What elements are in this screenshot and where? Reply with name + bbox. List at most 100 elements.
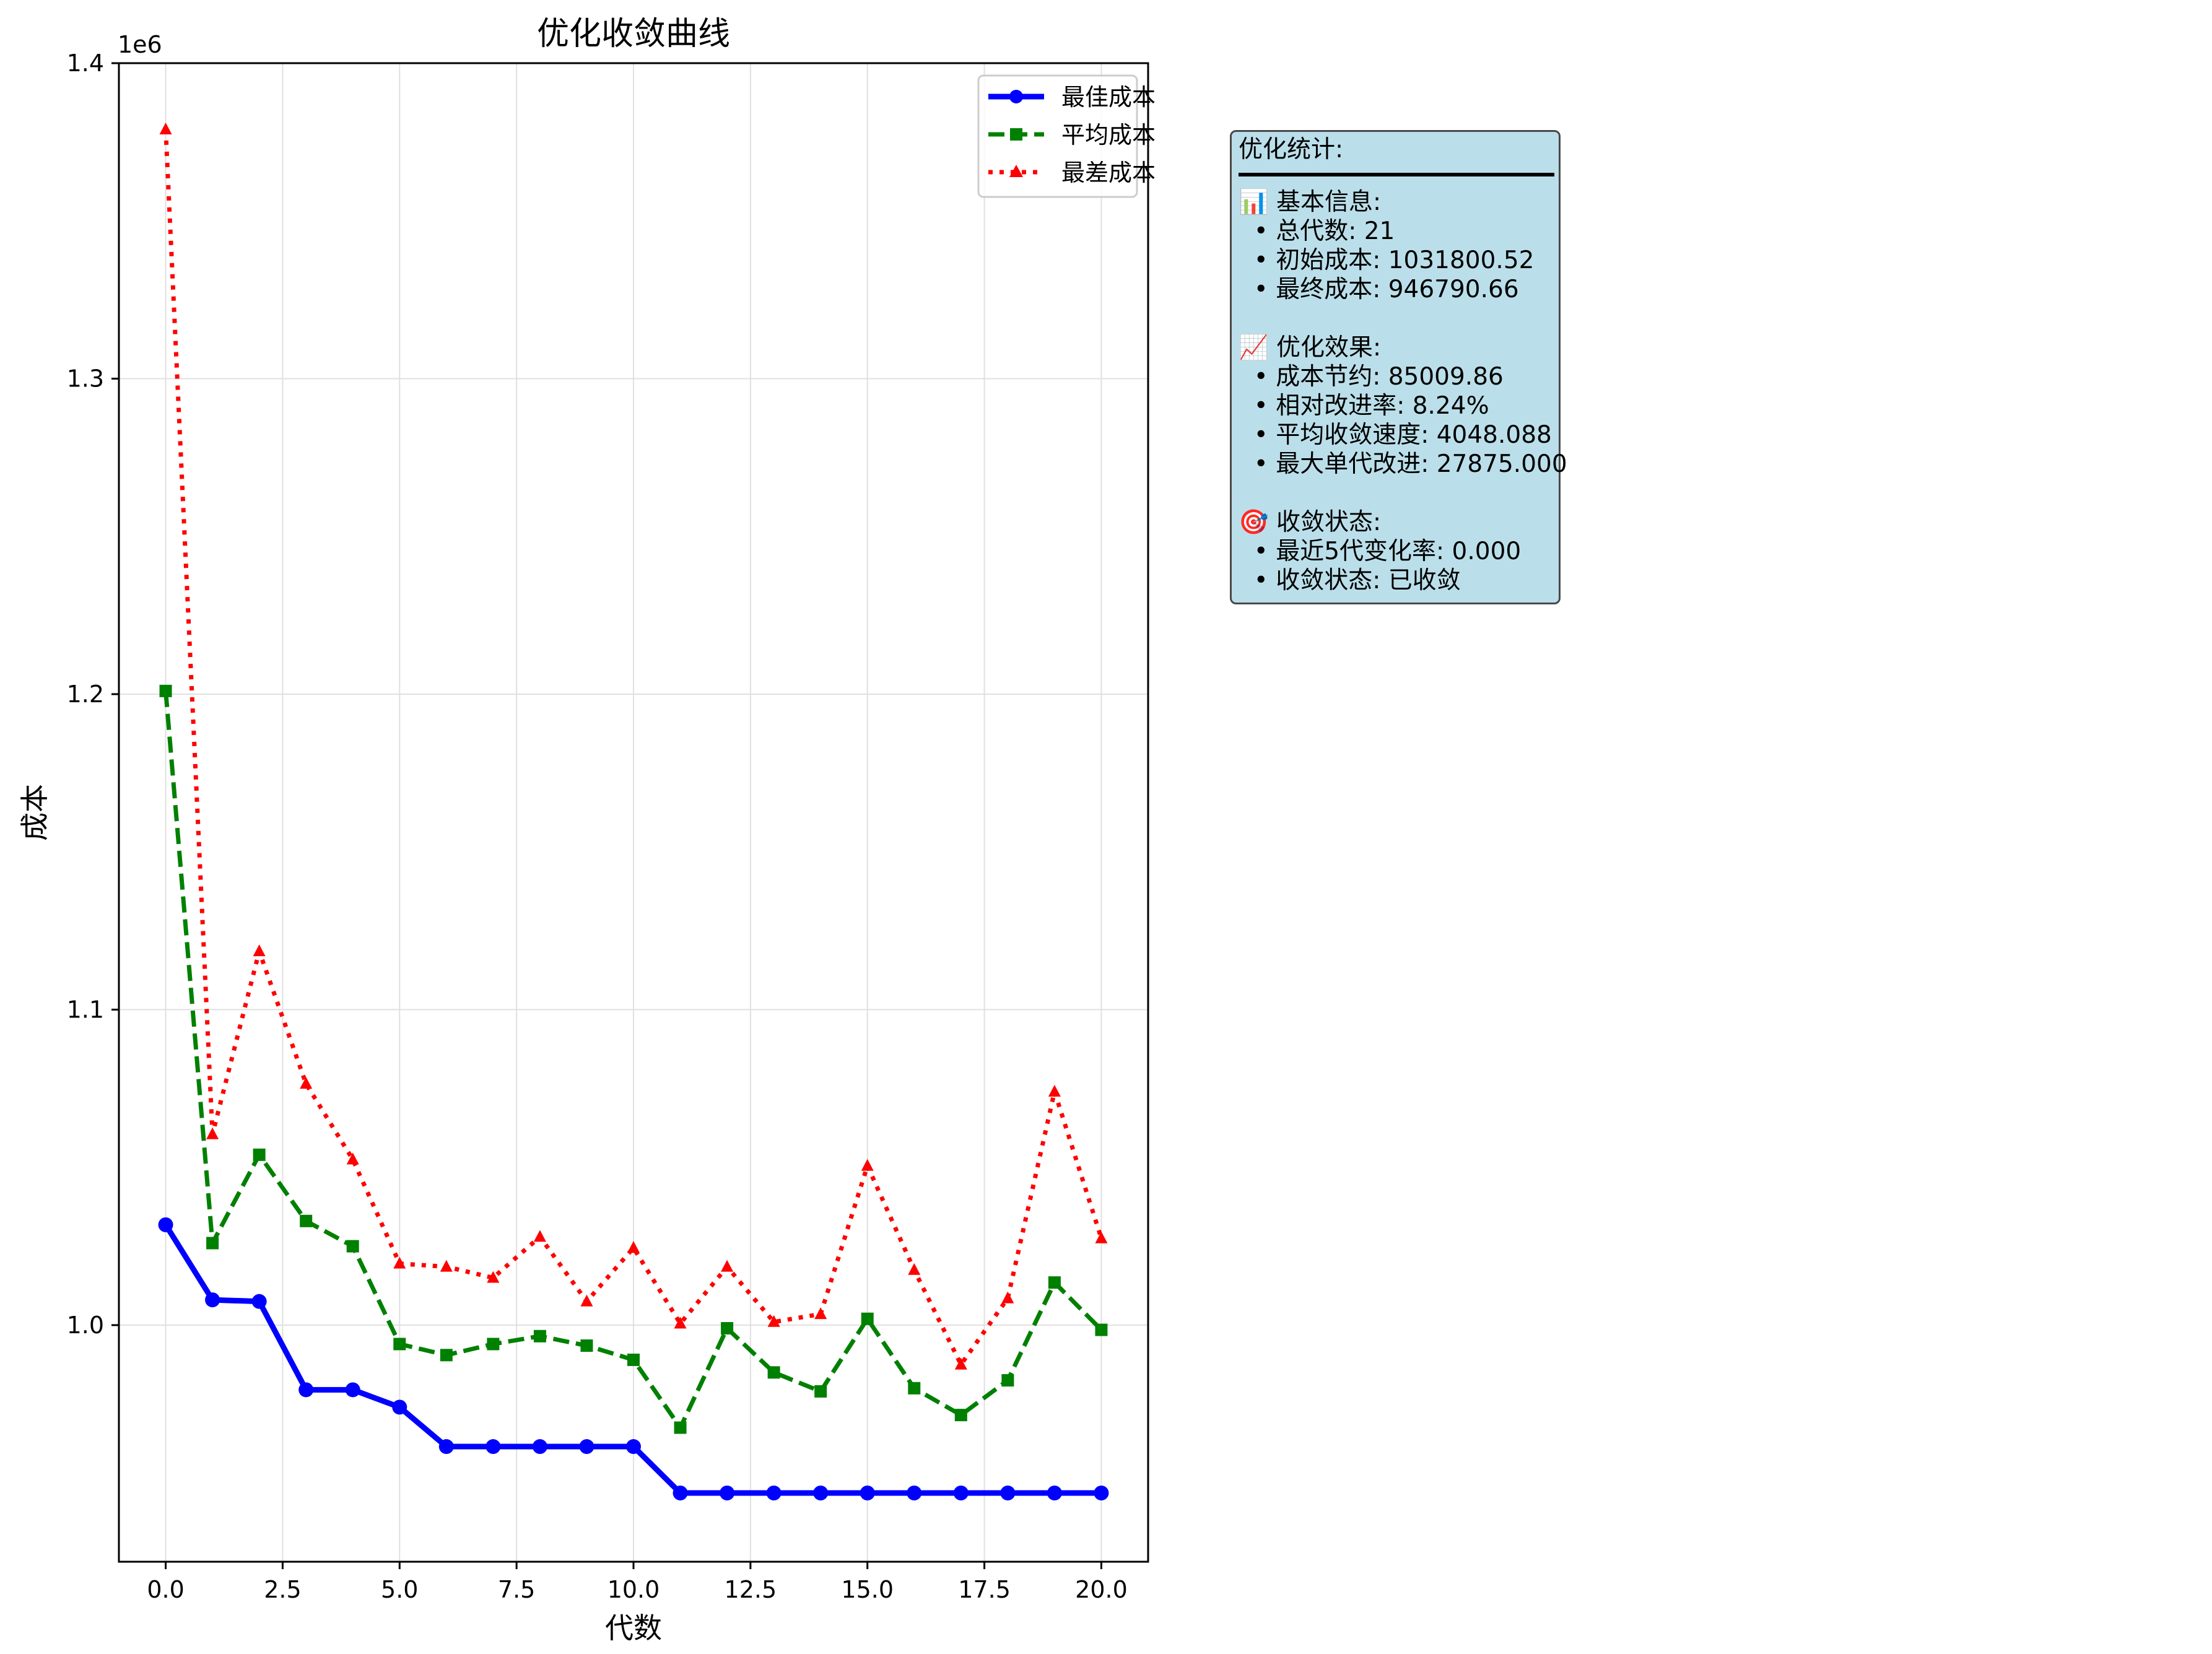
point-best-cost [158, 1217, 173, 1232]
x-tick-label: 10.0 [607, 1576, 660, 1603]
point-worst-cost [1048, 1084, 1061, 1097]
point-average-cost [908, 1382, 921, 1395]
point-worst-cost [1095, 1231, 1108, 1243]
point-best-cost [720, 1485, 735, 1500]
point-best-cost [766, 1485, 782, 1500]
legend: 最佳成本 平均成本 最差成本 [977, 74, 1156, 198]
section-basic-title: 📊 基本信息: [1239, 188, 1382, 216]
point-worst-cost [721, 1260, 734, 1272]
point-average-cost [767, 1366, 780, 1379]
y-offset-label: 1e6 [118, 31, 162, 58]
x-tick-label: 17.5 [958, 1576, 1011, 1603]
stat-final-cost: • 最终成本: 946790.66 [1239, 276, 1519, 303]
x-tick-label: 0.0 [147, 1576, 184, 1603]
series-layer [158, 122, 1109, 1500]
point-worst-cost [954, 1357, 967, 1370]
stat-initial-cost: • 初始成本: 1031800.52 [1239, 246, 1535, 274]
point-best-cost [907, 1485, 922, 1500]
point-worst-cost [533, 1230, 546, 1242]
section-effect-title: 📈 优化效果: [1239, 334, 1382, 362]
stats-title: 优化统计: [1239, 136, 1344, 163]
x-tick-label: 2.5 [264, 1576, 301, 1603]
stat-cost-saving: • 成本节约: 85009.86 [1239, 363, 1504, 391]
stat-relative-improvement: • 相对改进率: 8.24% [1239, 392, 1489, 420]
y-tick-label: 1.1 [67, 996, 104, 1023]
legend-label-worst: 最差成本 [1061, 159, 1156, 186]
x-tick-label: 15.0 [841, 1576, 894, 1603]
point-worst-cost [253, 944, 266, 957]
stats-panel-box [1230, 130, 1561, 604]
y-axis-label: 成本 [18, 784, 51, 841]
point-average-cost [533, 1330, 546, 1343]
point-average-cost [206, 1237, 219, 1250]
point-average-cost [674, 1421, 687, 1434]
point-average-cost [721, 1321, 734, 1334]
legend-frame [977, 74, 1138, 198]
point-best-cost [626, 1439, 641, 1455]
point-average-cost [1095, 1323, 1108, 1336]
point-average-cost [393, 1338, 406, 1351]
point-worst-cost [206, 1127, 219, 1139]
point-average-cost [1001, 1374, 1014, 1387]
legend-marker-worst [1009, 165, 1023, 177]
point-best-cost [438, 1439, 454, 1455]
point-best-cost [532, 1439, 547, 1455]
point-worst-cost [627, 1241, 640, 1253]
section-spacer [1239, 304, 1554, 333]
point-best-cost [345, 1382, 360, 1398]
point-best-cost [251, 1294, 267, 1309]
point-average-cost [159, 684, 172, 697]
point-worst-cost [300, 1077, 313, 1089]
point-best-cost [673, 1485, 688, 1500]
point-worst-cost [440, 1260, 453, 1272]
point-best-cost [1047, 1485, 1062, 1500]
stat-convergence-status: • 收敛状态: 已收敛 [1239, 567, 1461, 594]
legend-label-best: 最佳成本 [1061, 84, 1156, 111]
section-spacer [1239, 479, 1554, 508]
point-best-cost [953, 1485, 969, 1500]
point-average-cost [627, 1353, 640, 1366]
point-best-cost [1094, 1485, 1109, 1500]
section-convergence-title: 🎯 收敛状态: [1239, 508, 1382, 536]
point-best-cost [1000, 1485, 1016, 1500]
x-tick-label: 12.5 [725, 1576, 777, 1603]
point-worst-cost [1001, 1291, 1014, 1304]
stat-max-single-improvement: • 最大单代改进: 27875.000 [1239, 450, 1567, 478]
stat-avg-convergence-speed: • 平均收敛速度: 4048.088 [1239, 421, 1552, 449]
y-tick-label: 1.0 [67, 1312, 104, 1339]
point-worst-cost [814, 1307, 827, 1320]
y-tick-label: 1.3 [67, 365, 104, 392]
point-average-cost [253, 1148, 266, 1161]
chart-title: 优化收敛曲线 [537, 15, 730, 53]
point-average-cost [346, 1240, 359, 1253]
point-best-cost [392, 1399, 407, 1415]
point-best-cost [205, 1292, 220, 1308]
stats-divider [1239, 173, 1554, 176]
point-best-cost [860, 1485, 875, 1500]
legend-label-average: 平均成本 [1061, 121, 1156, 149]
series-worst-cost [159, 122, 1108, 1370]
point-best-cost [298, 1382, 314, 1398]
legend-marker-average [1010, 128, 1022, 141]
point-worst-cost [159, 122, 172, 134]
point-worst-cost [767, 1315, 780, 1327]
legend-marker-best [1009, 90, 1023, 103]
stats-panel: 优化统计: 📊 基本信息: • 总代数: 21 • 初始成本: 1031800.… [1239, 135, 1567, 595]
point-average-cost [1048, 1276, 1061, 1289]
point-average-cost [580, 1339, 593, 1352]
point-worst-cost [346, 1152, 359, 1165]
point-worst-cost [487, 1271, 500, 1283]
point-best-cost [813, 1485, 829, 1500]
point-worst-cost [393, 1256, 406, 1269]
point-average-cost [814, 1385, 827, 1398]
legend-entry-average: 平均成本 [988, 121, 1156, 149]
series-average-cost [159, 684, 1108, 1434]
point-average-cost [300, 1214, 313, 1227]
point-worst-cost [580, 1294, 593, 1307]
series-best-cost [158, 1217, 1109, 1500]
point-worst-cost [861, 1159, 874, 1171]
point-average-cost [440, 1349, 453, 1362]
point-worst-cost [908, 1263, 921, 1275]
